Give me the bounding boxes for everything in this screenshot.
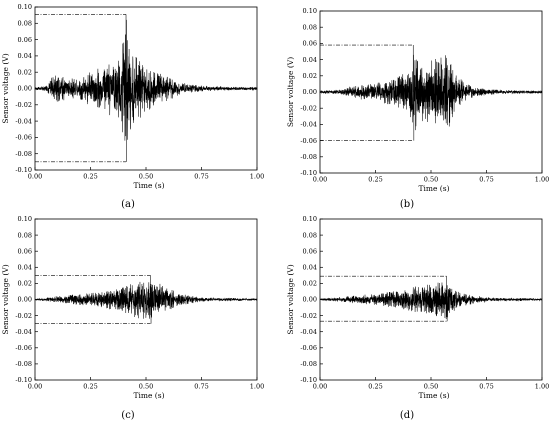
x-tick-label: 0.50 <box>424 176 438 184</box>
x-tick-label: 0.75 <box>194 383 208 391</box>
y-tick-label: 0.08 <box>18 231 32 239</box>
y-tick-label: -0.08 <box>15 360 32 368</box>
y-tick-label: -0.08 <box>300 153 317 161</box>
y-tick-label: -0.10 <box>15 166 32 174</box>
y-tick-label: 0.04 <box>18 264 32 272</box>
x-tick-label: 0.75 <box>194 173 208 181</box>
y-tick-label: -0.10 <box>300 376 317 384</box>
chart-panel-4: -0.10 -0.08 -0.06 -0.04 -0.02 0.00 0.02 0.04 0.0… <box>286 215 549 421</box>
panel-label: (c) <box>121 410 135 421</box>
panel-label: (b) <box>400 199 414 210</box>
x-tick-label: 1.00 <box>250 173 264 181</box>
y-tick-label: 0.06 <box>303 247 317 255</box>
y-tick-label: 0.04 <box>303 56 317 64</box>
y-tick-label: 0.00 <box>18 296 32 304</box>
x-tick-label: 0.25 <box>368 176 382 184</box>
y-tick-label: 0.06 <box>18 36 32 44</box>
chart-panel-2: -0.10 -0.08 -0.06 -0.04 -0.02 0.00 0.02 0.04 0.0… <box>286 7 549 210</box>
y-tick-label: -0.06 <box>15 134 32 142</box>
y-tick-label: 0.08 <box>303 231 317 239</box>
y-tick-label: -0.10 <box>15 376 32 384</box>
y-tick-label: -0.06 <box>300 137 317 145</box>
y-axis-label: Sensor voltage (V) <box>1 53 10 123</box>
y-tick-label: 0.02 <box>18 68 32 76</box>
x-tick-label: 0.00 <box>28 383 42 391</box>
y-tick-label: -0.08 <box>15 150 32 158</box>
x-tick-label: 0.50 <box>139 383 153 391</box>
y-tick-label: 0.10 <box>303 7 317 15</box>
y-tick-label: 0.06 <box>18 247 32 255</box>
y-tick-label: -0.04 <box>15 117 32 125</box>
y-tick-label: 0.08 <box>303 23 317 31</box>
y-tick-label: -0.06 <box>15 344 32 352</box>
x-axis-label: Time (s) <box>418 391 449 400</box>
signal-trace <box>319 276 543 322</box>
y-tick-label: 0.00 <box>303 296 317 304</box>
y-tick-label: -0.02 <box>15 101 32 109</box>
y-tick-label: -0.04 <box>300 328 317 336</box>
x-tick-label: 0.00 <box>313 383 327 391</box>
signal-trace <box>34 14 258 162</box>
y-tick-label: 0.10 <box>303 215 317 223</box>
y-tick-label: 0.08 <box>18 20 32 28</box>
x-tick-label: 0.50 <box>139 173 153 181</box>
x-axis-label: Time (s) <box>133 391 164 400</box>
y-axis-label: Sensor voltage (V) <box>286 264 295 334</box>
y-axis-label: Sensor voltage (V) <box>1 264 10 334</box>
y-tick-label: 0.10 <box>18 3 32 11</box>
y-tick-label: -0.04 <box>15 328 32 336</box>
signal-trace <box>319 45 543 141</box>
y-tick-label: -0.04 <box>300 121 317 129</box>
y-tick-label: 0.04 <box>18 52 32 60</box>
y-tick-label: 0.02 <box>303 280 317 288</box>
y-tick-label: 0.04 <box>303 264 317 272</box>
chart-panel-1: -0.10 -0.08 -0.06 -0.04 -0.02 0.00 0.02 0.04 0.0… <box>1 3 264 210</box>
x-axis-label: Time (s) <box>133 181 164 190</box>
y-tick-label: 0.00 <box>18 85 32 93</box>
x-tick-label: 0.75 <box>479 383 493 391</box>
x-tick-label: 1.00 <box>535 176 549 184</box>
x-tick-label: 0.00 <box>313 176 327 184</box>
chart-panel-3: -0.10 -0.08 -0.06 -0.04 -0.02 0.00 0.02 0.04 0.0… <box>1 215 264 421</box>
y-tick-label: 0.02 <box>303 72 317 80</box>
x-tick-label: 1.00 <box>250 383 264 391</box>
y-tick-label: -0.02 <box>15 312 32 320</box>
y-tick-label: -0.06 <box>300 344 317 352</box>
panel-label: (d) <box>400 410 414 421</box>
y-tick-label: 0.00 <box>303 88 317 96</box>
x-tick-label: 0.25 <box>83 173 97 181</box>
signal-trace <box>34 275 258 324</box>
x-tick-label: 0.25 <box>368 383 382 391</box>
x-tick-label: 0.50 <box>424 383 438 391</box>
x-tick-label: 1.00 <box>535 383 549 391</box>
panel-label: (a) <box>121 199 135 210</box>
x-axis-label: Time (s) <box>418 184 449 193</box>
y-tick-label: 0.02 <box>18 280 32 288</box>
y-tick-label: -0.02 <box>300 104 317 112</box>
y-axis-label: Sensor voltage (V) <box>286 57 295 127</box>
y-tick-label: 0.10 <box>18 215 32 223</box>
y-tick-label: 0.06 <box>303 40 317 48</box>
y-tick-label: -0.10 <box>300 169 317 177</box>
x-tick-label: 0.75 <box>479 176 493 184</box>
y-tick-label: -0.08 <box>300 360 317 368</box>
x-tick-label: 0.25 <box>83 383 97 391</box>
y-tick-label: -0.02 <box>300 312 317 320</box>
x-tick-label: 0.00 <box>28 173 42 181</box>
